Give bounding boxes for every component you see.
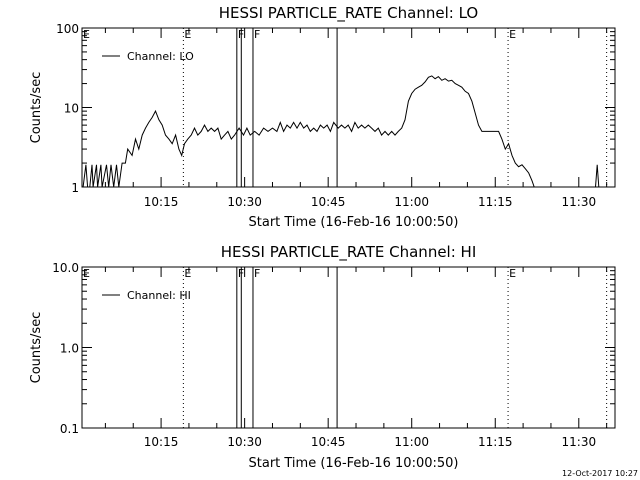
x-axis-label: Start Time (16-Feb-16 10:00:50) xyxy=(249,215,459,230)
legend-label: Channel: HI xyxy=(127,289,191,302)
y-axis-label: Counts/sec xyxy=(29,312,44,384)
y-tick-label: 100 xyxy=(56,22,79,36)
plot-hi-channel: HESSI PARTICLE_RATE Channel: HI 0.1 1.0 10.… xyxy=(29,243,616,471)
y-tick-label: 10 xyxy=(64,102,79,116)
x-tick-label: 10:45 xyxy=(311,195,346,209)
timestamp-label: 12-Oct-2017 10:27 xyxy=(562,469,638,478)
x-tick-label: 11:30 xyxy=(562,195,597,209)
series-line xyxy=(82,75,600,188)
flag-label: E xyxy=(509,267,516,280)
x-tick-label: 10:30 xyxy=(227,435,262,449)
y-tick-label: 10.0 xyxy=(52,261,79,275)
plot-lo-channel: HESSI PARTICLE_RATE Channel: LO 1 10 100 10:… xyxy=(29,4,616,230)
chart-title: HESSI PARTICLE_RATE Channel: HI xyxy=(221,243,477,262)
flag-label: E xyxy=(83,28,90,41)
flag-label: F xyxy=(254,267,260,280)
flag-label: E xyxy=(184,267,191,280)
chart-title: HESSI PARTICLE_RATE Channel: LO xyxy=(219,4,478,23)
flag-label: F xyxy=(254,28,260,41)
x-tick-label: 10:15 xyxy=(144,435,179,449)
flag-label: E xyxy=(509,28,516,41)
x-tick-label: 10:15 xyxy=(144,195,179,209)
x-tick-label: 11:15 xyxy=(478,435,513,449)
x-tick-label: 11:00 xyxy=(394,435,429,449)
x-tick-label: 11:30 xyxy=(562,435,597,449)
x-axis-label: Start Time (16-Feb-16 10:00:50) xyxy=(249,456,459,471)
x-tick-label: 11:15 xyxy=(478,195,513,209)
x-tick-label: 10:30 xyxy=(227,195,262,209)
y-tick-label: 0.1 xyxy=(60,422,79,436)
y-tick-label: 1 xyxy=(71,181,79,195)
x-tick-label: 10:45 xyxy=(311,435,346,449)
y-axis-label: Counts/sec xyxy=(29,72,44,144)
legend-label: Channel: LO xyxy=(127,50,194,63)
flag-label: E xyxy=(184,28,191,41)
y-tick-label: 1.0 xyxy=(60,342,79,356)
flag-label: E xyxy=(83,267,90,280)
x-tick-label: 11:00 xyxy=(394,195,429,209)
